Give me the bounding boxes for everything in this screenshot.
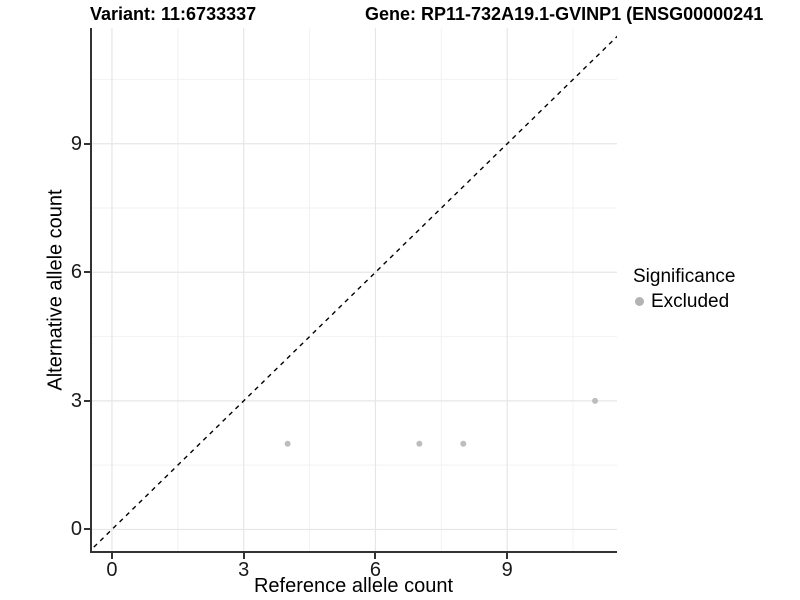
x-tick-mark [242, 553, 245, 559]
legend-item-label: Excluded [651, 291, 730, 312]
x-tick-mark [374, 553, 377, 559]
data-point [416, 440, 423, 447]
legend-title: Significance [633, 266, 736, 287]
x-tick-label: 9 [501, 559, 513, 581]
x-tick-label: 0 [106, 559, 118, 581]
y-tick-label: 9 [70, 132, 82, 155]
panel-canvas [90, 28, 617, 553]
y-tick-label: 0 [70, 518, 82, 541]
data-point [460, 440, 467, 447]
y-tick-label: 3 [70, 389, 82, 412]
y-tick-mark [84, 271, 90, 274]
plot-panel [90, 28, 617, 553]
data-point [592, 397, 599, 404]
x-tick-label: 6 [369, 559, 382, 581]
y-tick-mark [84, 399, 90, 402]
x-tick-mark [506, 553, 509, 559]
identity-line [90, 35, 617, 552]
variant-title: Variant: 11:6733337 [90, 4, 257, 24]
y-tick-mark [84, 528, 90, 531]
gene-title: Gene: RP11-732A19.1-GVINP1 (ENSG00000241 [365, 4, 764, 24]
x-axis-title: Reference allele count [253, 575, 453, 597]
excluded-point-icon [635, 297, 644, 306]
x-tick-mark [110, 553, 113, 559]
legend-item-excluded: Excluded [633, 290, 735, 313]
y-axis-title: Alternative allele count [44, 189, 67, 391]
legend: Significance Excluded [633, 265, 735, 313]
y-tick-label: 6 [70, 261, 82, 284]
x-tick-label: 3 [238, 559, 250, 581]
data-point [284, 440, 291, 447]
y-tick-mark [84, 142, 90, 145]
